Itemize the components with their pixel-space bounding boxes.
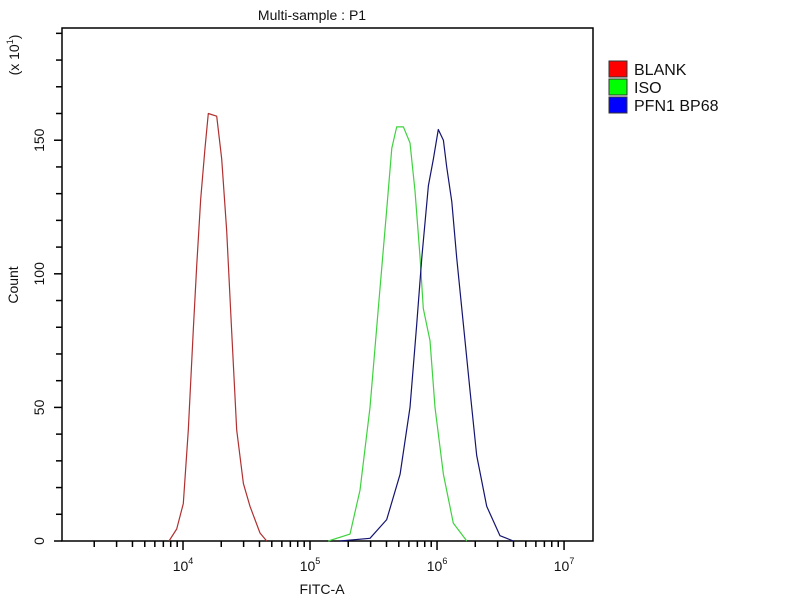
y-tick-label: 0 — [31, 537, 47, 545]
y-axis-label: Count — [5, 266, 21, 303]
x-tick-label: 106 — [427, 556, 448, 574]
legend-swatch — [608, 60, 628, 78]
x-tick-label: 104 — [173, 556, 194, 574]
legend-label: BLANK — [634, 62, 687, 79]
x-tick-label: 105 — [300, 556, 321, 574]
x-axis-label: FITC-A — [299, 581, 345, 597]
legend-label: ISO — [634, 80, 662, 97]
y-tick-label: 150 — [31, 128, 47, 152]
plot-frame — [61, 27, 594, 542]
chart-title: Multi-sample : P1 — [258, 7, 366, 23]
legend-swatch — [608, 96, 628, 114]
histogram-iso — [328, 126, 468, 542]
axis-ticks: 0 50 100 150 104 105 106 107 — [31, 32, 575, 574]
legend-label: PFN1 BP68 — [634, 98, 719, 115]
histogram-curves — [168, 112, 514, 542]
legend-swatch — [608, 78, 628, 96]
histogram-blank — [168, 112, 268, 542]
x-tick-label: 107 — [554, 556, 575, 574]
y-tick-label: 50 — [31, 399, 47, 415]
y-axis-multiplier: (x 101) — [5, 35, 22, 76]
histogram-pfn1-bp68 — [339, 128, 514, 542]
y-tick-label: 100 — [31, 262, 47, 286]
